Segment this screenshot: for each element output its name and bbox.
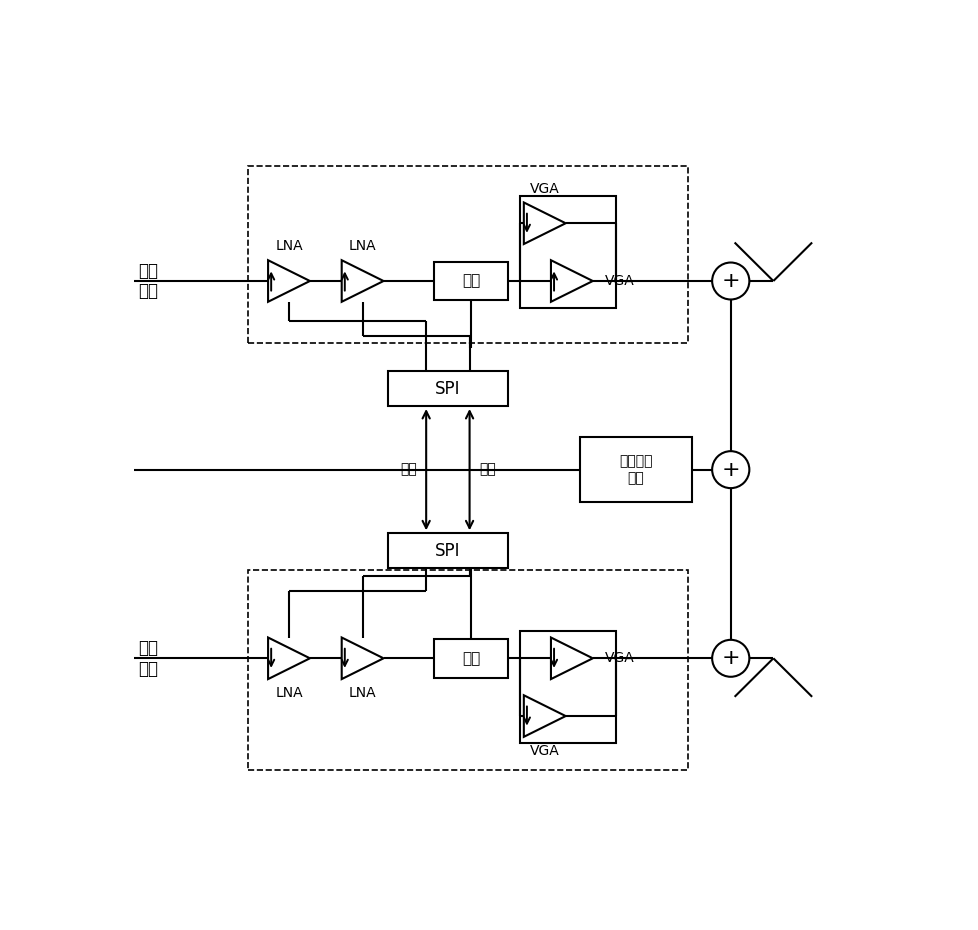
Text: 时延: 时延 [462, 651, 480, 666]
Text: +: + [721, 648, 739, 669]
Text: SPI: SPI [434, 379, 461, 398]
Text: LNA: LNA [275, 239, 302, 253]
Text: 垂直
支路: 垂直 支路 [138, 639, 157, 678]
Polygon shape [523, 203, 565, 244]
Text: VGA: VGA [604, 651, 634, 665]
Circle shape [711, 451, 748, 488]
Text: 控制: 控制 [478, 462, 495, 477]
Circle shape [711, 262, 748, 299]
Text: VGA: VGA [529, 744, 559, 758]
Text: LNA: LNA [348, 686, 377, 700]
Text: VGA: VGA [529, 181, 559, 195]
Bar [387, 533, 508, 568]
Bar [519, 631, 615, 743]
Bar [434, 639, 508, 678]
Bar [247, 570, 688, 770]
Polygon shape [268, 637, 310, 679]
Bar [247, 166, 688, 342]
Polygon shape [341, 260, 383, 302]
Polygon shape [268, 260, 310, 302]
Bar [434, 261, 508, 300]
Bar [387, 371, 508, 406]
Circle shape [711, 640, 748, 677]
Bar [579, 437, 691, 502]
Text: 自干扰剩
余量: 自干扰剩 余量 [618, 455, 652, 485]
Polygon shape [523, 696, 565, 737]
Text: +: + [721, 271, 739, 291]
Polygon shape [551, 637, 593, 679]
Bar [519, 196, 615, 308]
Text: 时钟: 时钟 [400, 462, 417, 477]
Text: LNA: LNA [348, 239, 377, 253]
Text: SPI: SPI [434, 541, 461, 560]
Polygon shape [341, 637, 383, 679]
Polygon shape [551, 260, 593, 302]
Text: +: + [721, 459, 739, 480]
Text: VGA: VGA [604, 274, 634, 288]
Text: 水平
支路: 水平 支路 [138, 261, 157, 300]
Text: LNA: LNA [275, 686, 302, 700]
Text: 时延: 时延 [462, 273, 480, 288]
